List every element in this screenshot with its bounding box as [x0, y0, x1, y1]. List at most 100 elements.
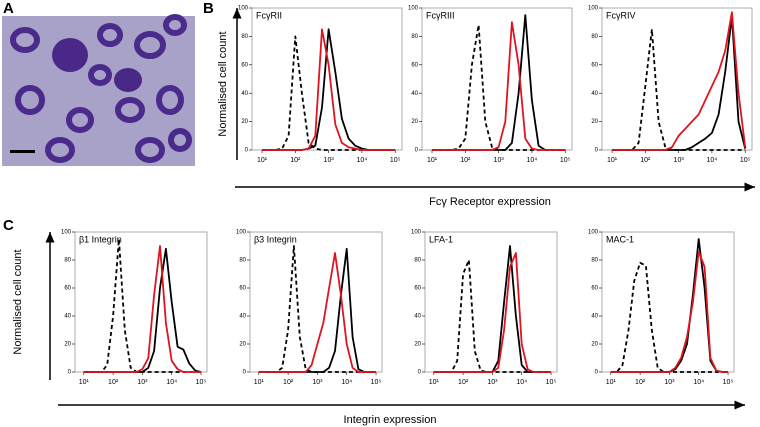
- y-tick-label: 40: [591, 314, 598, 320]
- histogram-line: [258, 252, 376, 373]
- x-tick-label: 10⁵: [740, 157, 751, 164]
- y-tick-label: 100: [238, 6, 249, 12]
- histogram-line: [433, 252, 551, 373]
- plot-title: FcγRIII: [426, 10, 455, 20]
- x-tick-label: 10⁵: [390, 157, 401, 164]
- y-tick-label: 60: [591, 62, 598, 68]
- x-tick-label: 10¹: [606, 379, 617, 386]
- plot-frame: [421, 7, 573, 151]
- x-tick-label: 10¹: [79, 379, 90, 386]
- x-tick-label: 10⁴: [527, 157, 538, 164]
- x-tick-label: 10¹: [607, 157, 618, 164]
- x-tick-label: 10²: [460, 157, 471, 164]
- x-tick-label: 10²: [640, 157, 651, 164]
- histogram-line: [612, 15, 747, 151]
- histogram-line: [432, 24, 566, 151]
- x-tick-label: 10³: [664, 379, 675, 386]
- x-tick-label: 10³: [324, 157, 335, 164]
- x-tick-label: 10²: [283, 379, 294, 386]
- x-tick-label: 10³: [494, 157, 505, 164]
- y-tick-label: 80: [241, 34, 248, 40]
- plot-title: β1 Integrin: [79, 234, 122, 244]
- x-tick-label: 10⁴: [707, 157, 718, 164]
- y-tick-label: 80: [591, 34, 598, 40]
- y-tick-label: 20: [64, 342, 71, 348]
- plot-frame: [74, 231, 208, 373]
- y-tick-label: 20: [239, 342, 246, 348]
- x-tick-label: 10⁵: [723, 379, 734, 386]
- x-tick-label: 10⁴: [693, 379, 704, 386]
- y-tick-label: 0: [68, 370, 72, 376]
- x-tick-label: 10¹: [427, 157, 438, 164]
- y-tick-label: 40: [239, 314, 246, 320]
- plot-title: β3 Integrin: [254, 234, 297, 244]
- y-tick-label: 20: [414, 342, 421, 348]
- x-tick-label: 10²: [635, 379, 646, 386]
- x-tick-label: 10⁴: [516, 379, 527, 386]
- x-tick-label: 10³: [312, 379, 323, 386]
- plot-title: FcγRIV: [606, 10, 636, 20]
- histogram-line: [83, 247, 202, 373]
- histogram-line: [433, 259, 551, 373]
- panel-label: B: [203, 0, 214, 17]
- panel-label: C: [3, 217, 14, 234]
- y-tick-label: 80: [591, 258, 598, 264]
- y-tick-label: 40: [241, 91, 248, 97]
- histogram-line: [262, 28, 396, 151]
- y-tick-label: 60: [241, 62, 248, 68]
- y-tick-label: 80: [414, 258, 421, 264]
- x-tick-label: 10³: [487, 379, 498, 386]
- y-tick-label: 40: [411, 91, 418, 97]
- y-tick-label: 60: [239, 286, 246, 292]
- y-tick-label: 60: [414, 286, 421, 292]
- x-tick-label: 10⁵: [560, 157, 571, 164]
- y-tick-label: 0: [243, 370, 247, 376]
- plot-title: LFA-1: [429, 234, 453, 244]
- y-tick-label: 40: [414, 314, 421, 320]
- y-tick-label: 40: [591, 91, 598, 97]
- y-tick-label: 0: [245, 148, 249, 154]
- x-tick-label: 10⁵: [196, 379, 207, 386]
- histogram-line: [83, 238, 201, 373]
- micrograph: [2, 14, 195, 166]
- x-tick-label: 10²: [108, 379, 119, 386]
- x-tick-label: 10¹: [254, 379, 265, 386]
- histogram-line: [262, 28, 396, 151]
- y-tick-label: 20: [591, 119, 598, 125]
- y-axis-label: Normalised cell count: [217, 31, 229, 136]
- y-tick-label: 20: [591, 342, 598, 348]
- plot-title: FcγRII: [256, 10, 282, 20]
- y-tick-label: 100: [236, 230, 247, 236]
- x-axis-label: Integrin expression: [344, 414, 437, 426]
- x-tick-label: 10³: [674, 157, 685, 164]
- y-tick-label: 0: [418, 370, 422, 376]
- plot-frame: [251, 7, 403, 151]
- y-tick-label: 0: [595, 148, 599, 154]
- x-tick-label: 10⁴: [341, 379, 352, 386]
- y-tick-label: 100: [411, 230, 422, 236]
- histogram-line: [432, 21, 566, 151]
- histogram-line: [610, 250, 728, 373]
- plot-frame: [601, 231, 735, 373]
- y-tick-label: 20: [241, 119, 248, 125]
- x-tick-label: 10²: [290, 157, 301, 164]
- y-tick-label: 100: [408, 6, 419, 12]
- plot-frame: [424, 231, 558, 373]
- histogram-line: [83, 245, 201, 373]
- x-tick-label: 10¹: [429, 379, 440, 386]
- histogram-line: [432, 14, 566, 151]
- y-tick-label: 0: [595, 370, 599, 376]
- panel-label: A: [3, 0, 14, 17]
- y-axis-label: Normalised cell count: [12, 249, 24, 354]
- histogram-line: [258, 245, 376, 373]
- histogram-line: [612, 11, 747, 151]
- y-tick-label: 60: [411, 62, 418, 68]
- x-tick-label: 10⁵: [546, 379, 557, 386]
- x-tick-label: 10⁴: [166, 379, 177, 386]
- y-tick-label: 0: [415, 148, 419, 154]
- y-tick-label: 40: [64, 314, 71, 320]
- histogram-line: [433, 245, 551, 373]
- y-tick-label: 80: [239, 258, 246, 264]
- x-tick-label: 10³: [137, 379, 148, 386]
